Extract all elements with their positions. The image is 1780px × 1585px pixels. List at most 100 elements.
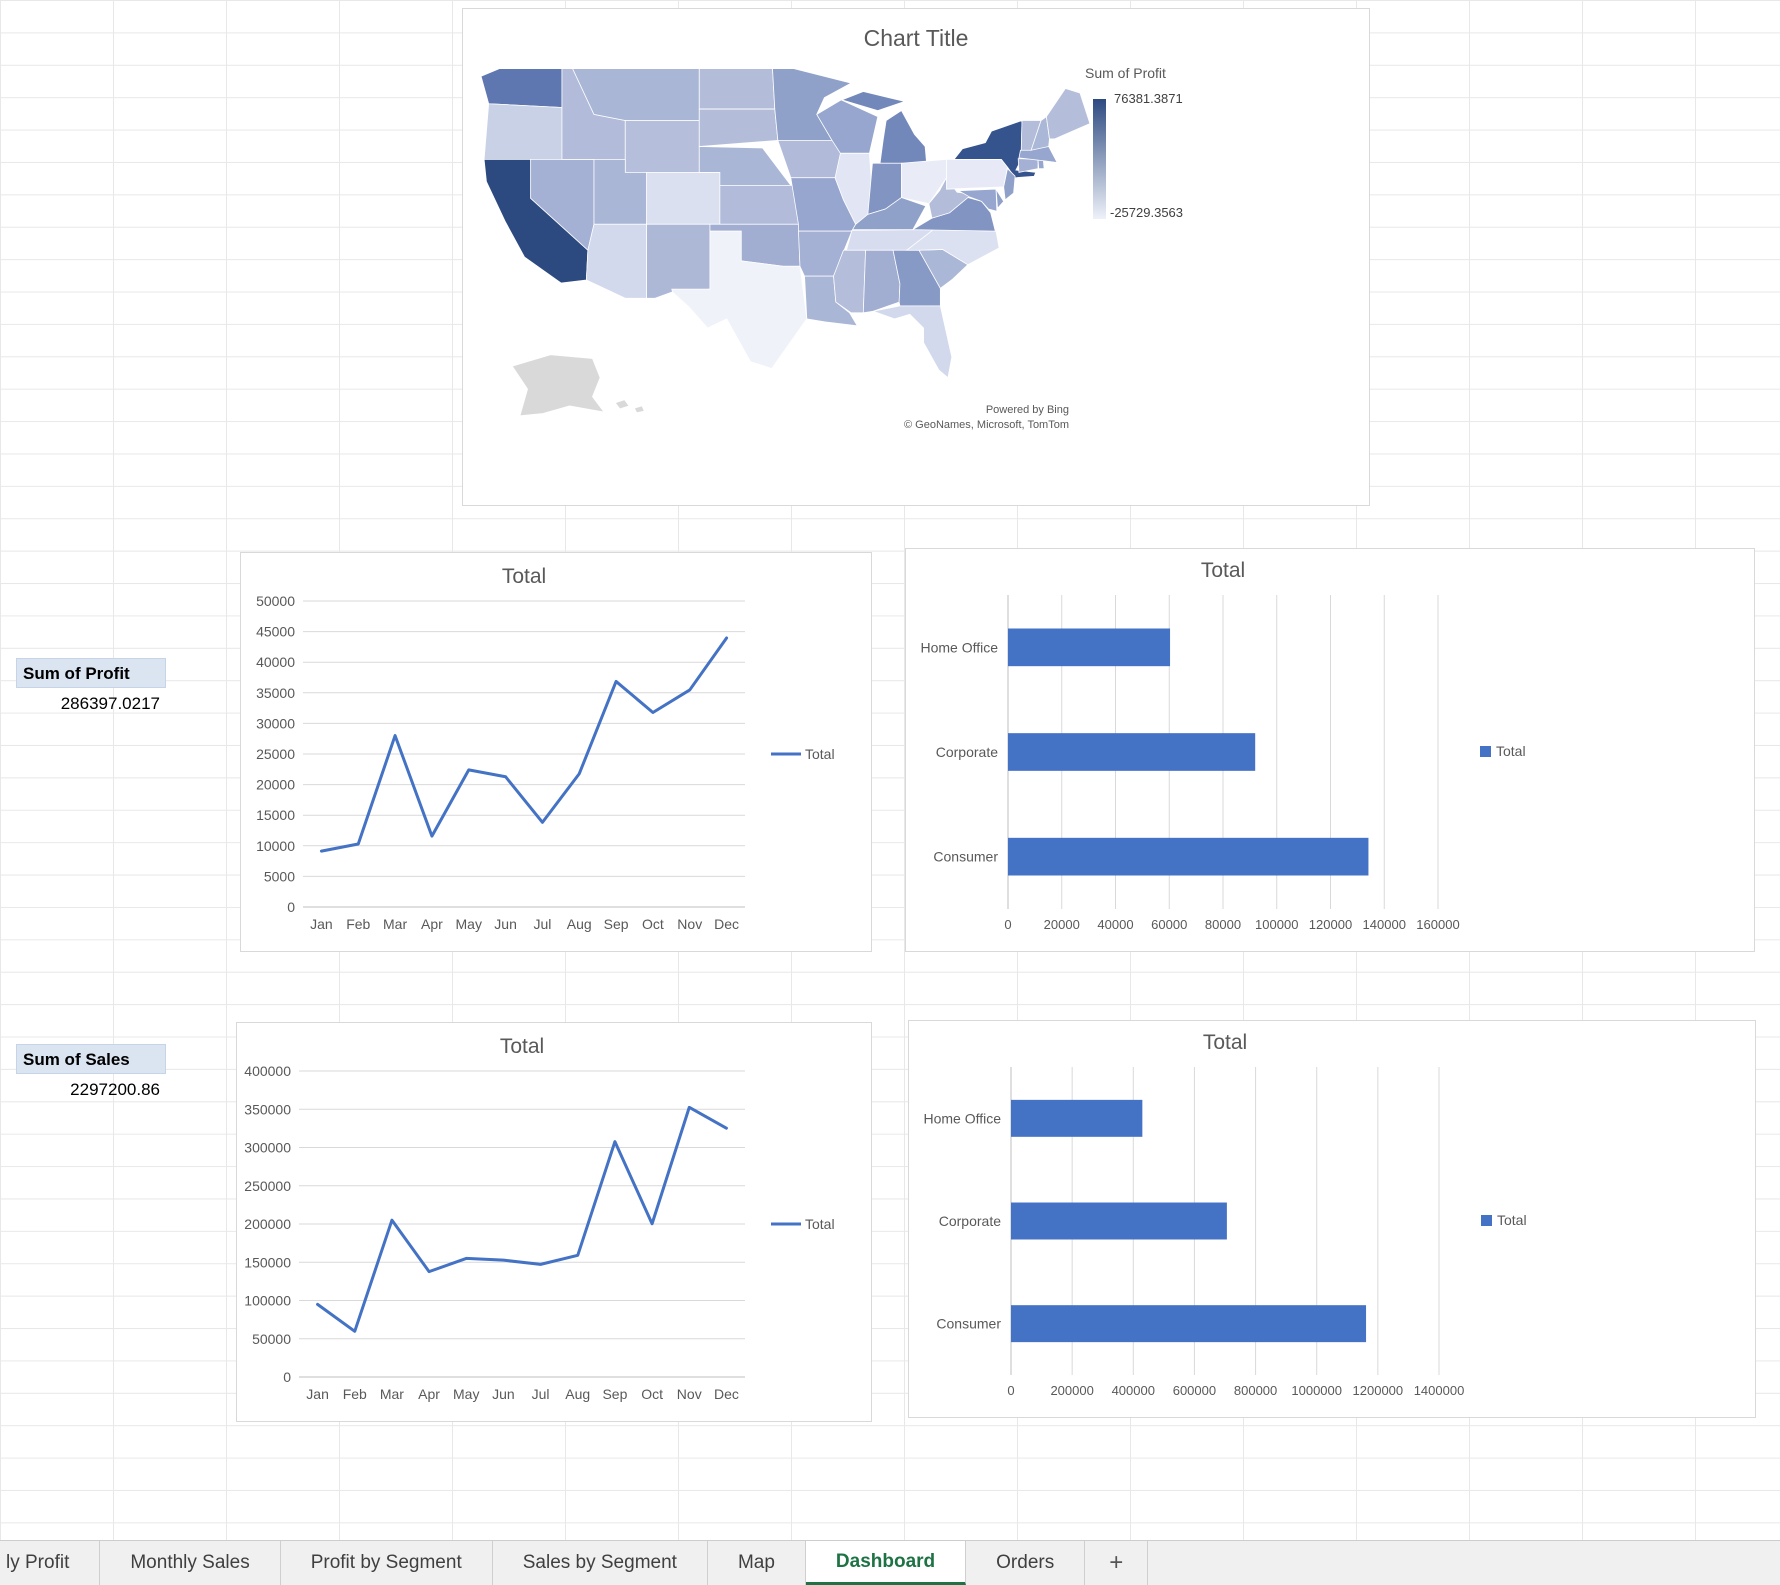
state-KS — [719, 184, 799, 225]
x-axis-label: Aug — [567, 916, 592, 932]
y-axis-label: 400000 — [244, 1063, 291, 1079]
x-axis-label: 600000 — [1173, 1383, 1216, 1398]
y-axis-label: 250000 — [244, 1178, 291, 1194]
x-axis-label: Aug — [565, 1386, 590, 1402]
monthly-sales-svg: 0 50000 100000 150000 200000 250000 300000 3500… — [244, 1035, 835, 1402]
sheet-tab-profit-by-segment[interactable]: Profit by Segment — [281, 1541, 493, 1585]
state-OR — [483, 103, 564, 160]
chart-title: Total — [500, 1035, 544, 1058]
x-axis-label: 160000 — [1416, 917, 1459, 932]
sales-by-segment-bar-chart[interactable]: 0 200000 400000 600000 800000 1000000 1200000 1… — [908, 1020, 1756, 1418]
x-axis-label: Nov — [677, 916, 702, 932]
legend-label: Total — [805, 1216, 835, 1232]
state-NJ — [1003, 167, 1016, 201]
state-KY — [851, 197, 927, 230]
map-attribution-geonames: © GeoNames, Microsoft, TomTom — [904, 419, 1069, 431]
map-legend-max: 76381.3871 — [1114, 91, 1183, 106]
state-MI — [879, 110, 928, 164]
y-axis-label: 15000 — [256, 807, 295, 823]
map-attribution: Powered by Bing © GeoNames, Microsoft, T… — [904, 403, 1069, 433]
state-DE — [995, 188, 1005, 210]
sheet-tab-bar: ly Profit Monthly Sales Profit by Segment S… — [0, 1540, 1780, 1585]
y-axis-label: 300000 — [244, 1140, 291, 1156]
bar — [1011, 1305, 1367, 1343]
x-axis-label: Feb — [346, 916, 370, 932]
state-NH — [1030, 116, 1050, 151]
x-axis-label: Oct — [641, 1386, 663, 1402]
y-axis-label: 150000 — [244, 1254, 291, 1270]
map-chart-title: Chart Title — [863, 25, 969, 51]
y-axis-label: 40000 — [256, 654, 295, 670]
x-axis-label: 60000 — [1151, 917, 1187, 932]
new-sheet-button[interactable]: + — [1085, 1541, 1149, 1585]
profit-by-segment-bar-chart[interactable]: 0 20000 40000 60000 80000 100000 120000 140000 1… — [905, 548, 1755, 952]
legend-square-swatch — [1480, 746, 1491, 757]
state-NY — [953, 119, 1037, 179]
map-chart[interactable]: Chart Title Sum of Profit 76381.3871 -25… — [462, 8, 1370, 506]
sheet-tab-orders[interactable]: Orders — [966, 1541, 1086, 1585]
x-axis-label: 1400000 — [1414, 1383, 1465, 1398]
x-axis-label: 1200000 — [1353, 1383, 1404, 1398]
y-axis-label: 350000 — [244, 1101, 291, 1117]
category-label: Home Office — [920, 639, 998, 655]
sheet-tab-dashboard[interactable]: Dashboard — [805, 1541, 967, 1585]
x-axis-label: Jan — [306, 1386, 329, 1402]
state-CT — [1017, 158, 1039, 173]
sum-of-sales-value-cell[interactable]: 2297200.86 — [70, 1080, 160, 1099]
y-axis-label: 25000 — [256, 746, 295, 762]
bar — [1008, 733, 1256, 771]
x-axis-label: 100000 — [1255, 917, 1298, 932]
chart-title: Total — [1201, 559, 1245, 582]
y-axis-label: 100000 — [244, 1293, 291, 1309]
x-axis-label: Apr — [418, 1386, 440, 1402]
y-axis-label: 10000 — [256, 838, 295, 854]
x-axis-label: 400000 — [1112, 1383, 1155, 1398]
y-axis-label: 5000 — [264, 868, 295, 884]
monthly-profit-svg: 0 5000 10000 15000 20000 25000 30000 35000 40000… — [256, 565, 835, 932]
bar — [1011, 1099, 1143, 1137]
x-axis-label: 20000 — [1044, 917, 1080, 932]
x-axis-label: May — [453, 1386, 479, 1402]
state-CO — [646, 172, 721, 225]
sheet-tab-map[interactable]: Map — [708, 1541, 806, 1585]
state-NM — [646, 223, 711, 299]
state-SD — [698, 108, 779, 147]
state-MI — [840, 91, 906, 111]
x-axis-label: 80000 — [1205, 917, 1241, 932]
sum-of-profit-label-cell[interactable]: Sum of Profit — [16, 658, 166, 688]
chart-title: Total — [1203, 1031, 1247, 1054]
monthly-sales-line-chart[interactable]: 0 50000 100000 150000 200000 250000 300000 3500… — [236, 1022, 872, 1422]
x-axis-label: Jun — [494, 916, 517, 932]
state-AK — [511, 354, 605, 417]
sheet-tab-monthly-sales[interactable]: Monthly Sales — [100, 1541, 281, 1585]
sales-by-segment-svg: 0 200000 400000 600000 800000 1000000 1200000 1… — [923, 1031, 1526, 1398]
state-WY — [624, 120, 700, 173]
bar — [1011, 1202, 1227, 1240]
us-choropleth-map — [480, 68, 1091, 417]
sum-of-sales-label-cell[interactable]: Sum of Sales — [16, 1044, 166, 1074]
state-WA — [480, 68, 563, 108]
state-AK — [633, 405, 645, 414]
sheet-tab-sales-by-segment[interactable]: Sales by Segment — [493, 1541, 708, 1585]
map-attribution-bing: Powered by Bing — [985, 404, 1069, 416]
state-ND — [698, 68, 776, 110]
x-axis-label: Dec — [714, 916, 739, 932]
category-label: Consumer — [936, 1316, 1001, 1332]
bar — [1008, 837, 1369, 876]
x-axis-label: Jul — [532, 1386, 550, 1402]
x-axis-label: 1000000 — [1291, 1383, 1342, 1398]
sheet-tab-ly-profit[interactable]: ly Profit — [0, 1541, 101, 1585]
sum-of-profit-value-cell[interactable]: 286397.0217 — [60, 694, 160, 713]
state-PA — [946, 159, 1008, 190]
x-axis-label: Oct — [642, 916, 664, 932]
monthly-profit-line-chart[interactable]: 0 5000 10000 15000 20000 25000 30000 35000 40000… — [240, 552, 872, 952]
x-axis-label: 200000 — [1050, 1383, 1093, 1398]
y-axis-label: 50000 — [252, 1331, 291, 1347]
y-axis-label: 35000 — [256, 685, 295, 701]
series-line — [316, 1105, 728, 1333]
x-axis-label: 0 — [1004, 917, 1011, 932]
state-AZ — [585, 223, 648, 299]
map-legend-title: Sum of Profit — [1085, 65, 1166, 81]
x-axis-label: Jul — [533, 916, 551, 932]
